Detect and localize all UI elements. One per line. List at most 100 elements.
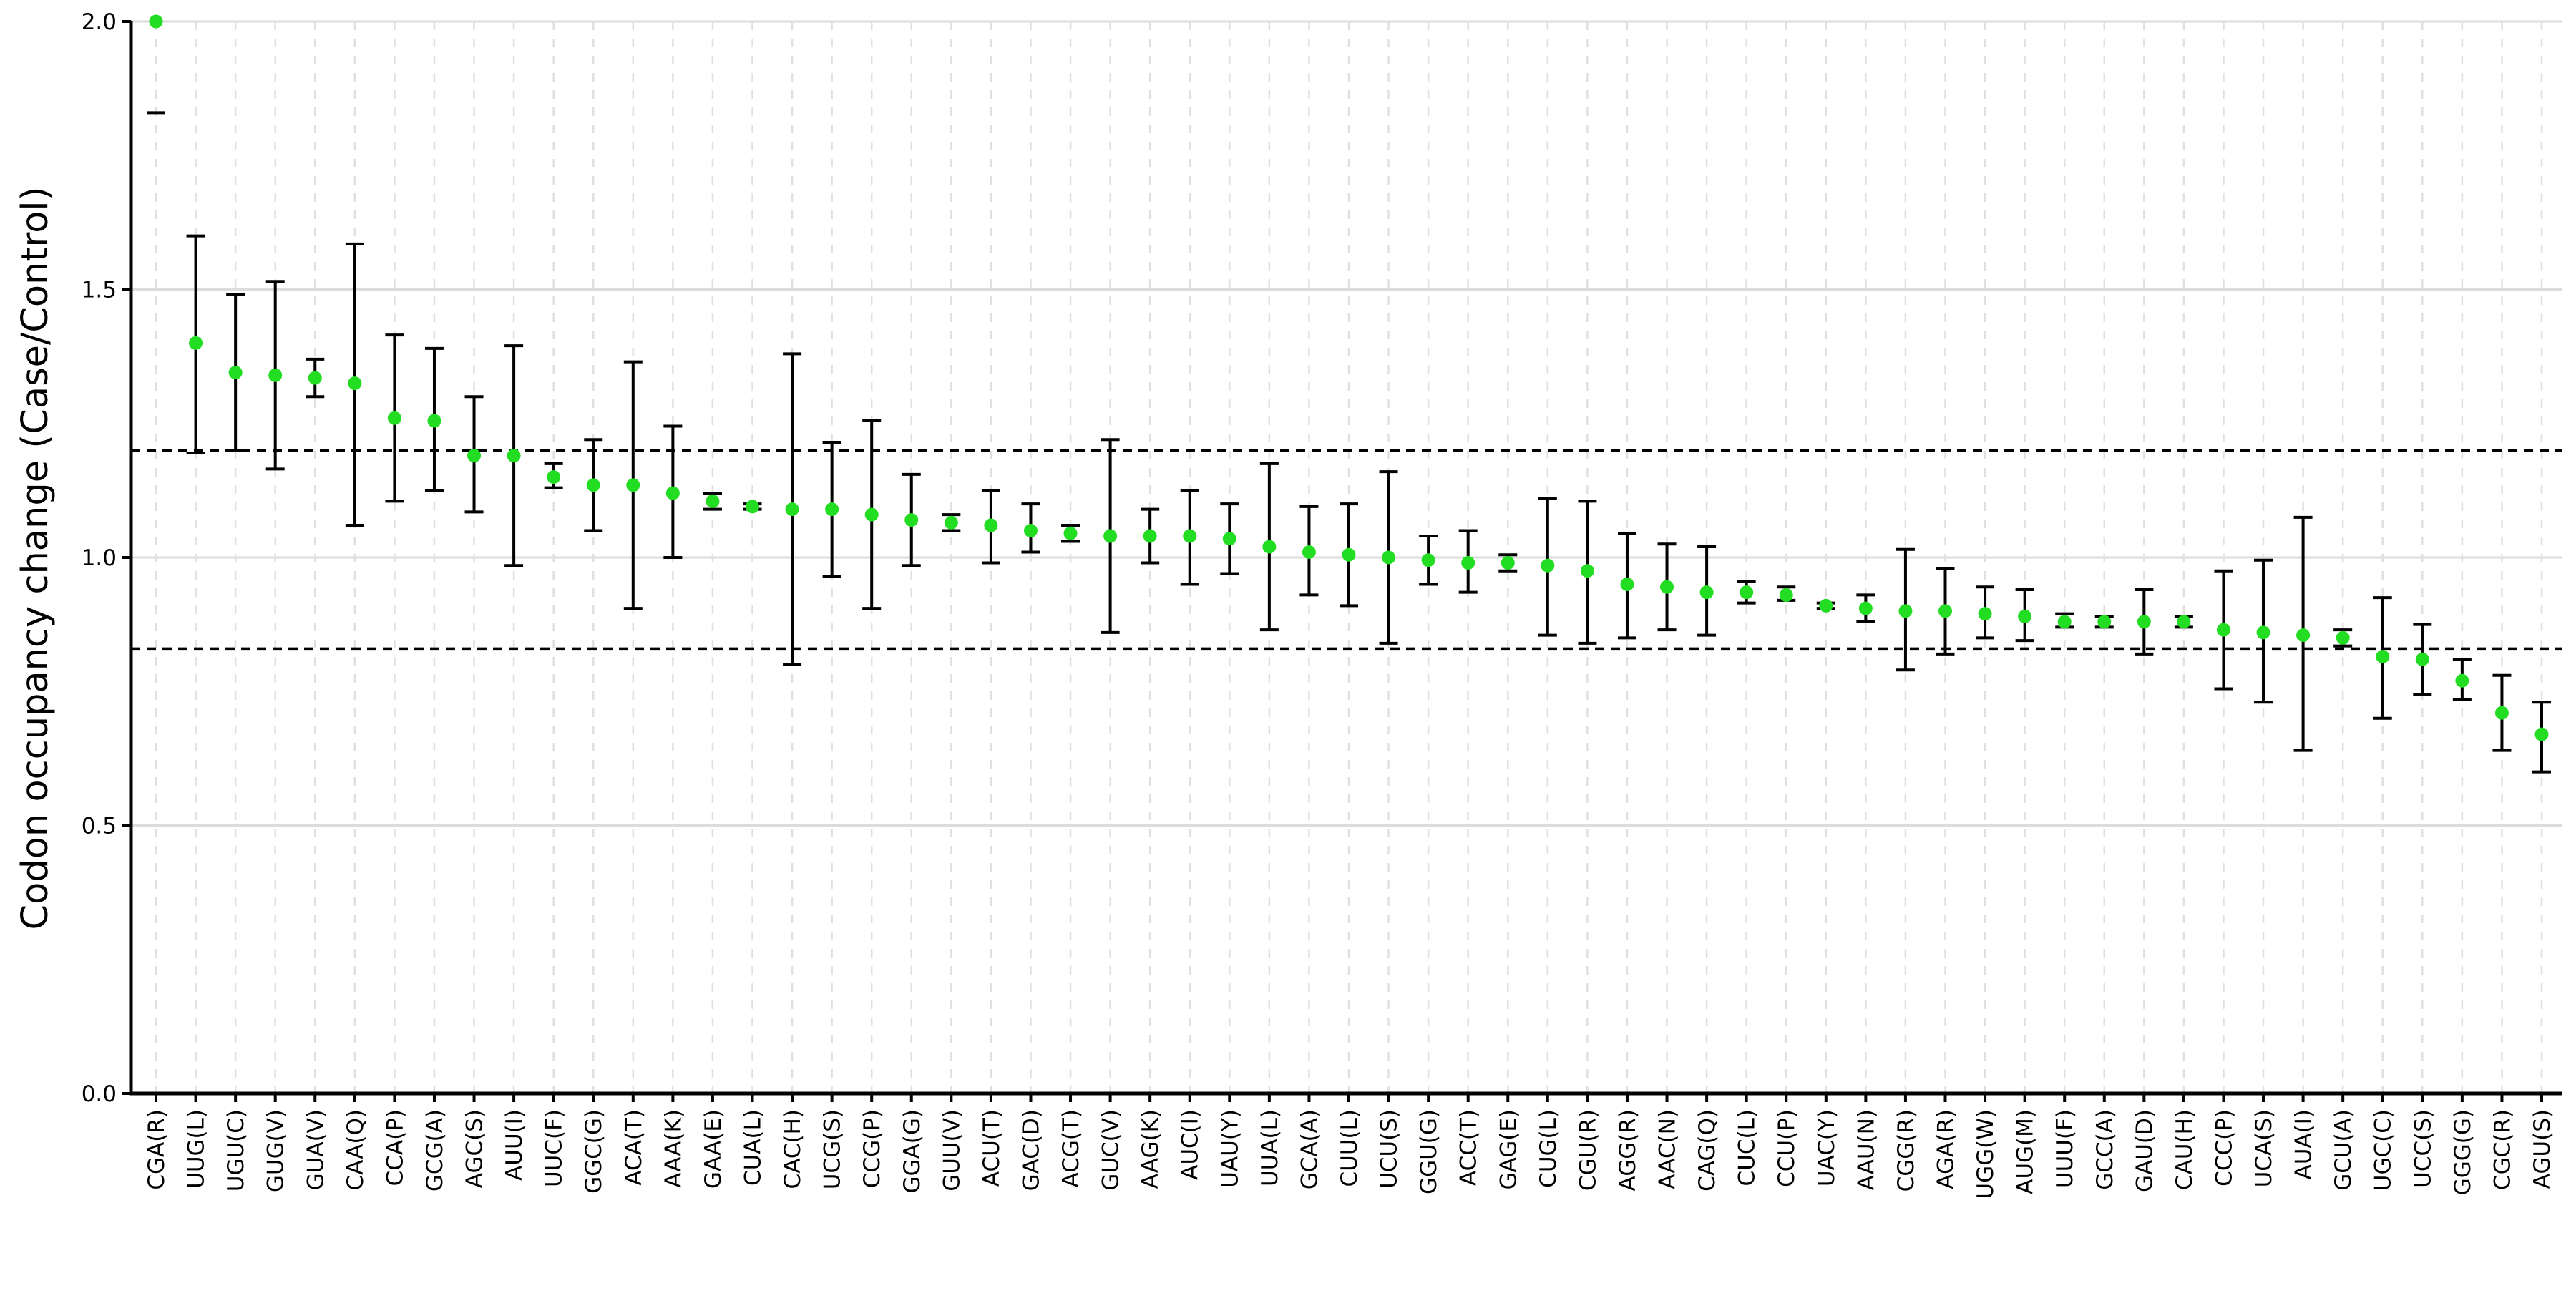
data-point [507, 449, 521, 463]
x-tick-label: AUA(I) [2291, 1109, 2317, 1179]
x-tick-label: GUC(V) [1098, 1109, 1124, 1191]
x-tick-label: UAC(Y) [1814, 1109, 1840, 1187]
x-tick-label: UGU(C) [223, 1109, 249, 1192]
x-tick-label: GUA(V) [303, 1109, 328, 1190]
data-point [1461, 555, 1475, 570]
data-point [785, 502, 799, 517]
data-point [2137, 615, 2151, 629]
data-point [1580, 564, 1594, 578]
x-tick-label: GUG(V) [263, 1109, 289, 1192]
x-tick-label: GAU(D) [2132, 1109, 2157, 1192]
x-tick-label: UUG(L) [184, 1109, 210, 1189]
x-tick-label: AAC(N) [1655, 1109, 1681, 1189]
x-tick-label: GCG(A) [422, 1109, 448, 1192]
data-point [1541, 558, 1555, 573]
x-tick-label: CUG(L) [1536, 1109, 1561, 1188]
data-point [1898, 604, 1913, 618]
data-point [1143, 529, 1157, 543]
y-axis-label: Codon occupancy change (Case/Control) [14, 187, 57, 930]
data-point [1660, 580, 1674, 594]
x-tick-label: GCC(A) [2092, 1109, 2118, 1190]
x-tick-label: ACC(T) [1456, 1109, 1482, 1186]
data-point [1699, 585, 1714, 600]
data-point [1222, 532, 1236, 546]
data-points [149, 14, 2549, 741]
x-tick-label: AUU(I) [502, 1109, 527, 1181]
x-tick-label: CUC(L) [1735, 1109, 1760, 1186]
x-tick-label: UUA(L) [1257, 1109, 1283, 1187]
data-point [1938, 604, 1952, 618]
data-point [864, 507, 879, 522]
x-tick-label: CUA(L) [741, 1109, 766, 1186]
y-tick-label: 0.5 [82, 814, 117, 839]
x-tick-label: GGC(G) [581, 1109, 607, 1194]
x-tick-label: ACU(T) [979, 1109, 1005, 1187]
x-tick-label: UUU(F) [2052, 1109, 2078, 1188]
data-point [1103, 529, 1118, 543]
data-point [268, 368, 283, 382]
data-point [2097, 615, 2112, 629]
data-point [2216, 623, 2230, 637]
data-point [984, 518, 998, 532]
x-tick-label: CCA(P) [382, 1109, 408, 1186]
data-point [2455, 673, 2469, 688]
data-point [665, 486, 680, 500]
x-tick-label: CCC(P) [2211, 1109, 2237, 1187]
x-tick-label: UCC(S) [2410, 1109, 2436, 1188]
data-point [189, 336, 203, 350]
data-point [2336, 630, 2350, 645]
x-tick-label: AGA(R) [1933, 1109, 1959, 1189]
x-tick-label: GAA(E) [701, 1109, 726, 1189]
data-point [1978, 607, 1992, 621]
data-point [944, 515, 958, 530]
x-tick-label: CAG(Q) [1694, 1109, 1720, 1192]
x-tick-label: AGG(R) [1615, 1109, 1641, 1191]
y-tick-label: 1.5 [82, 278, 117, 303]
data-point [1779, 588, 1793, 602]
x-tick-label: UCG(S) [820, 1109, 846, 1189]
data-point [1819, 598, 1833, 613]
data-point [2376, 650, 2390, 664]
data-point [1023, 524, 1038, 538]
x-tick-label: UCU(S) [1377, 1109, 1402, 1189]
axes: 0.0 0.5 1.0 1.5 2.0 CGA(R) UUG(L) UGU(C) GUG(V) G… [82, 9, 2562, 1199]
x-tick-label: UAU(Y) [1217, 1109, 1243, 1188]
data-point [746, 500, 759, 514]
x-tick-label: AGU(S) [2529, 1109, 2555, 1189]
data-point [706, 494, 720, 508]
data-point [1262, 540, 1277, 554]
data-point [1501, 555, 1515, 570]
data-point [1183, 529, 1197, 543]
data-point [149, 14, 163, 29]
data-point [1421, 553, 1435, 567]
x-tick-label: CGA(R) [144, 1109, 170, 1190]
x-tick-label: ACG(T) [1058, 1109, 1084, 1187]
x-tick-label: CAC(H) [780, 1109, 806, 1189]
x-tick-label: GAC(D) [1018, 1109, 1044, 1191]
data-point [2057, 615, 2072, 629]
grid-layer [131, 20, 2562, 1093]
data-point [1858, 601, 1873, 615]
y-tick-label: 1.0 [82, 545, 117, 571]
x-tick-label: GCU(A) [2331, 1109, 2356, 1191]
x-tick-label: GCA(A) [1297, 1109, 1322, 1189]
data-point [1063, 526, 1078, 540]
x-tick-label: AGC(S) [462, 1109, 488, 1188]
x-tick-label: CUU(L) [1337, 1109, 1362, 1187]
data-point [2177, 615, 2191, 629]
data-point [547, 470, 561, 484]
data-point [427, 414, 441, 428]
x-tick-label: GGG(G) [2450, 1109, 2476, 1195]
x-tick-label: CGU(R) [1575, 1109, 1601, 1191]
x-tick-label: CGC(R) [2489, 1109, 2515, 1190]
x-tick-label: ACA(T) [621, 1109, 647, 1186]
data-point [467, 449, 482, 463]
data-point [586, 478, 600, 492]
data-point [348, 376, 362, 391]
x-tick-label: CAA(Q) [343, 1109, 369, 1191]
x-tick-label: AUC(I) [1178, 1109, 1204, 1180]
data-point [1342, 547, 1356, 562]
data-point [2256, 625, 2270, 640]
